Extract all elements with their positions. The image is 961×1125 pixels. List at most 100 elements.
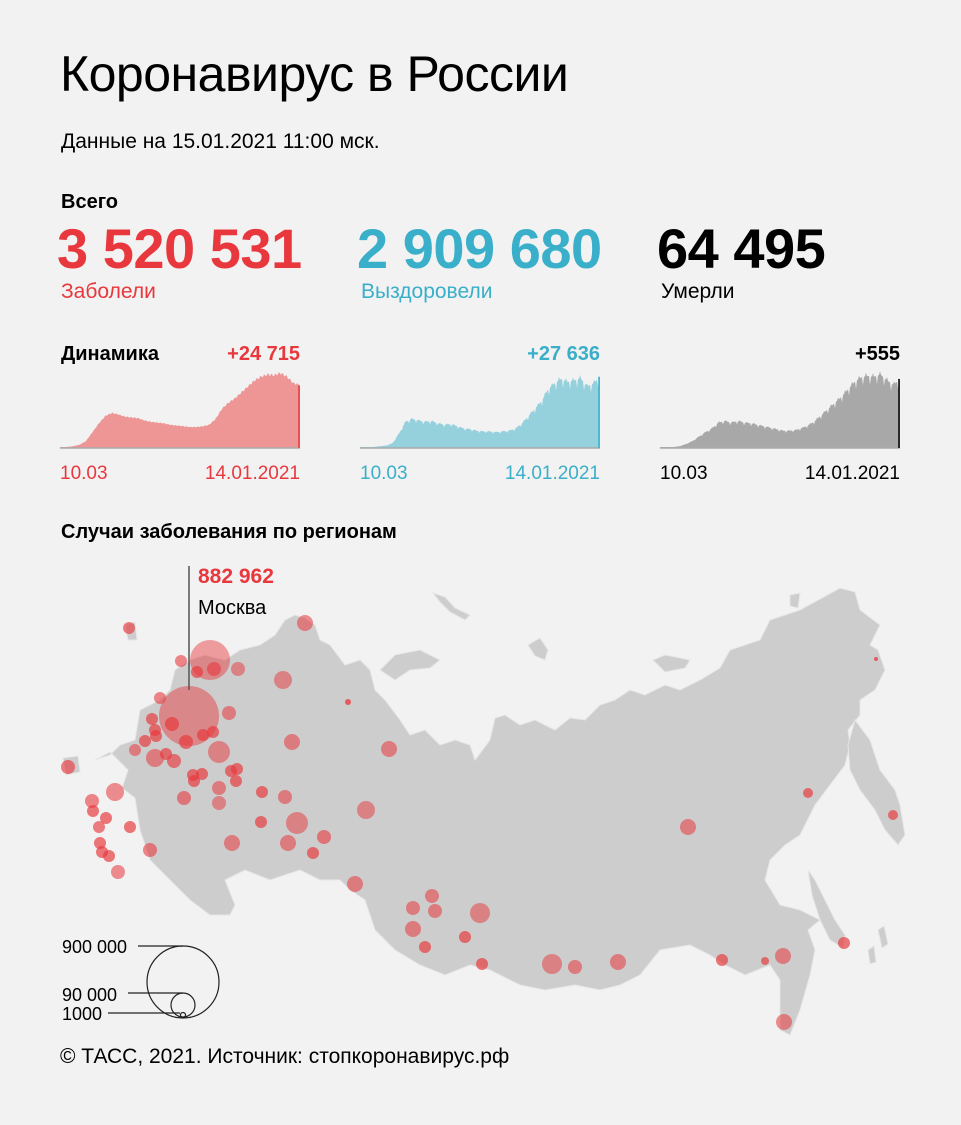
size-legend [108,945,220,1019]
total-deaths-block: 64 495 Умерли [657,217,826,305]
region-bubble [405,921,421,937]
total-recovered-value: 2 909 680 [357,217,602,280]
legend-label-1000: 1000 [62,1004,103,1024]
delta-cases: +24 715 [227,343,300,365]
region-bubble [207,662,221,676]
region-bubble [87,805,99,817]
region-bubble [284,734,300,750]
map-land [62,587,906,1036]
region-bubble [716,954,728,966]
start-date: 10.03 [60,463,108,484]
region-bubble [568,960,582,974]
region-bubble [129,744,141,756]
region-bubble [838,937,850,949]
dates-recovered: 10.03 14.01.2021 [360,462,600,486]
region-bubble [345,699,351,705]
dates-deaths: 10.03 14.01.2021 [660,462,900,486]
region-bubble [406,901,420,915]
region-bubble [197,729,209,741]
region-bubble [106,783,124,801]
region-bubble [317,830,331,844]
region-bubble [307,847,319,859]
region-bubble [297,615,313,631]
region-bubble [274,671,292,689]
region-bubble [100,812,112,824]
moscow-cases-value: 882 962 [198,565,274,588]
region-bubble [888,810,898,820]
dynamics-label: Динамика [61,343,159,365]
region-bubble [231,763,243,775]
region-bubble [775,948,791,964]
moscow-label: Москва [198,597,267,619]
total-deaths-value: 64 495 [657,217,826,280]
region-bubble [143,843,157,857]
sparkline-cases [60,372,300,449]
region-bubble [124,821,136,833]
source-credit: © ТАСС, 2021. Источник: стопкоронавирус.… [60,1045,510,1068]
region-bubble [278,790,292,804]
total-recovered-block: 2 909 680 Выздоровели [357,219,602,305]
region-bubble [381,741,397,757]
region-bubble [103,850,115,862]
region-bubble [93,821,105,833]
delta-deaths: +555 [854,343,900,365]
dates-cases: 10.03 14.01.2021 [60,462,300,486]
dynamics-deaths: +555 10.03 14.01.2021 [660,341,900,486]
total-deaths-label: Умерли [661,280,735,303]
region-bubble [286,812,308,834]
dynamics-cases: +24 715 10.03 14.01.2021 [60,341,300,486]
region-bubble [123,622,135,634]
delta-recovered: +27 636 [527,343,600,365]
region-bubble [146,713,158,725]
region-bubble [761,957,769,965]
region-bubble [347,876,363,892]
start-date: 10.03 [360,463,408,484]
region-bubble [139,735,151,747]
region-bubble [256,786,268,798]
start-date: 10.03 [660,463,708,484]
region-bubble [425,889,439,903]
region-bubble [680,819,696,835]
region-bubble [224,835,240,851]
region-bubble [94,837,106,849]
region-bubble [428,904,442,918]
region-bubble [167,754,181,768]
region-bubble [357,801,375,819]
region-bubble [874,657,878,661]
region-bubble [207,726,219,738]
region-bubble [85,794,99,808]
region-bubble [154,692,166,704]
regions-label: Случаи заболевания по регионам [61,521,397,543]
region-bubble [542,954,562,974]
region-bubble [61,760,75,774]
total-recovered-label: Выздоровели [361,280,493,303]
region-bubble [175,655,187,667]
region-bubble [177,791,191,805]
region-bubble [419,941,431,953]
dynamics-recovered: +27 636 10.03 14.01.2021 [360,341,600,486]
region-bubble [231,662,245,676]
legend-label-900k: 900 000 [62,937,128,957]
region-bubble [476,958,488,970]
region-bubble [196,768,208,780]
region-bubble [212,796,226,810]
region-bubble [803,788,813,798]
region-bubble [459,931,471,943]
region-bubble [230,775,242,787]
totals-label: Всего [61,191,118,213]
legend-label-90k: 90 000 [62,985,118,1005]
region-bubbles [61,615,898,1030]
region-bubble [212,781,226,795]
region-bubble [222,706,236,720]
page-title: Коронавирус в России [60,46,569,102]
region-bubble [470,903,490,923]
region-bubble [191,666,203,678]
region-bubble [280,835,296,851]
region-bubble [208,741,230,763]
region-bubble [255,816,267,828]
total-cases-value: 3 520 531 [57,217,302,280]
region-bubble [165,717,179,731]
end-date: 14.01.2021 [804,463,900,484]
end-date: 14.01.2021 [504,463,600,484]
region-bubble [111,865,125,879]
